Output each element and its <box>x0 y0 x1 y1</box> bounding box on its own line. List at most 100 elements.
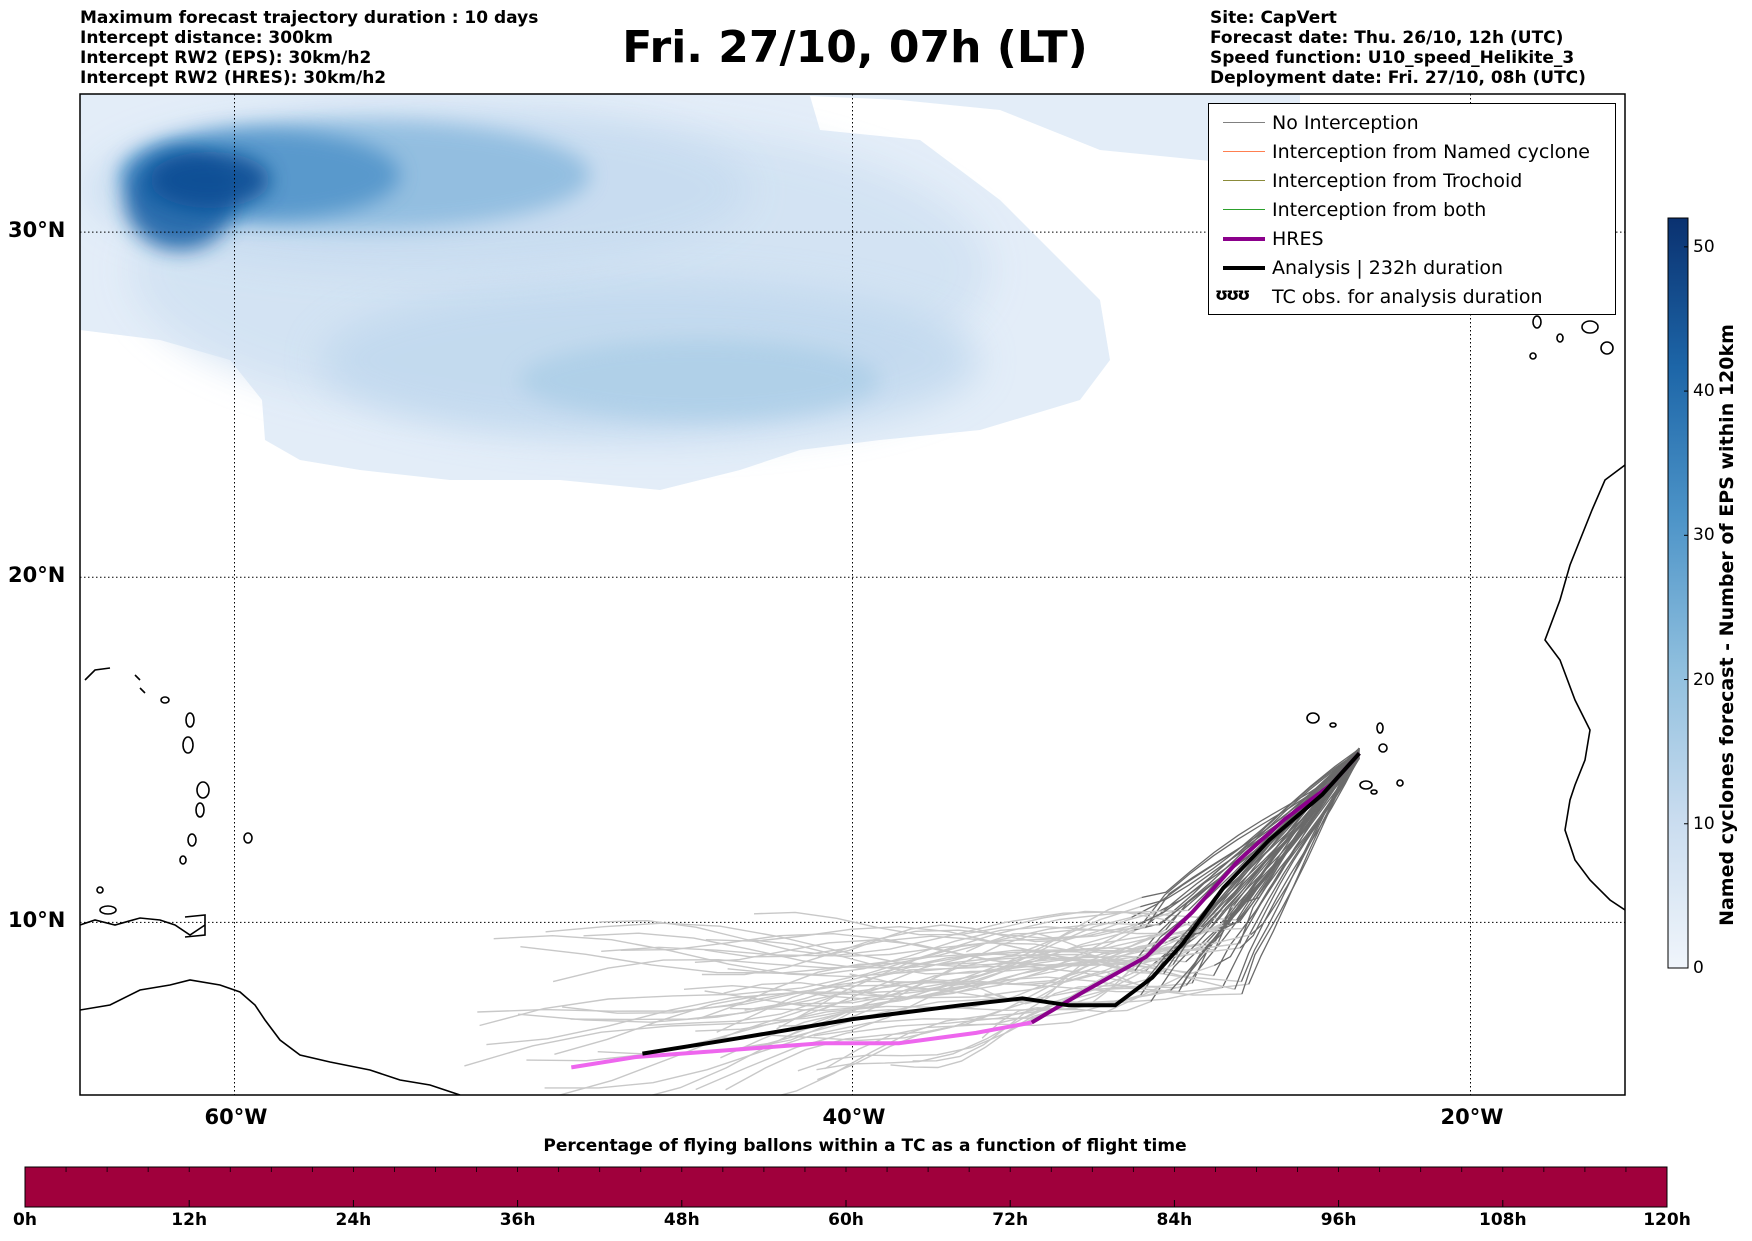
colorbar-tick-label: 10 <box>1693 813 1715 834</box>
flight-time-tick-label: 60h <box>828 1210 864 1230</box>
header-left-info: Maximum forecast trajectory duration : 1… <box>80 8 538 88</box>
ensemble-trajectory <box>695 919 1198 1032</box>
header-left-line: Intercept RW2 (HRES): 30km/h2 <box>80 68 387 88</box>
colorbar-tick-label: 30 <box>1693 525 1715 546</box>
flight-time-tick-label: 108h <box>1479 1210 1527 1230</box>
flight-time-tick-label: 96h <box>1320 1210 1357 1230</box>
lat-tick-label: 20°N <box>8 563 66 588</box>
hres-track-late <box>570 1020 1033 1070</box>
ensemble-trajectory <box>486 958 1160 1046</box>
ensemble-trajectory-early <box>1134 749 1360 972</box>
flight-time-tick-label: 72h <box>992 1210 1029 1230</box>
legend-swatch <box>1223 151 1265 152</box>
trajectories <box>464 747 1361 1095</box>
ensemble-trajectory <box>599 919 1132 966</box>
flight-time-bar-ticks <box>24 1167 1668 1207</box>
legend-swatch <box>1223 180 1265 181</box>
density-field <box>80 94 1300 490</box>
colorbar-ticks <box>1684 246 1688 969</box>
lon-tick-label: 60°W <box>204 1105 268 1129</box>
flight-time-tick-label: 0h <box>13 1210 37 1230</box>
lat-tick-label: 30°N <box>8 218 66 243</box>
ensemble-trajectory-early <box>1208 752 1360 930</box>
legend-label: HRES <box>1272 228 1324 250</box>
legend-item: ʊʊʊ TC obs. for analysis duration <box>1209 283 1615 312</box>
flight-time-tick-label: 12h <box>171 1210 208 1230</box>
header-right-line: Speed function: U10_speed_Helikite_3 <box>1210 48 1575 68</box>
legend-swatch <box>1223 266 1265 270</box>
ensemble-trajectory <box>570 940 1216 1021</box>
legend-item: No Interception <box>1209 109 1615 138</box>
colorbar-tick-label: 40 <box>1693 381 1715 402</box>
flight-time-tick-label: 48h <box>663 1210 700 1230</box>
ensemble-trajectory-early <box>1239 757 1360 949</box>
header-left-line: Intercept RW2 (EPS): 30km/h2 <box>80 48 372 68</box>
ensemble-trajectory-early <box>1178 749 1360 992</box>
ensemble-trajectory <box>620 932 1205 966</box>
ensemble-trajectory <box>552 922 1160 983</box>
ensemble-trajectory-early <box>1140 748 1360 908</box>
header-right-line: Deployment date: Fri. 27/10, 08h (UTC) <box>1210 68 1586 88</box>
legend-swatch <box>1223 209 1265 210</box>
legend-label: Interception from both <box>1272 199 1487 221</box>
legend-item: HRES <box>1209 225 1615 254</box>
ensemble-trajectory-early <box>1137 750 1360 925</box>
ensemble-trajectory <box>778 954 1171 1095</box>
lon-tick-label: 20°W <box>1440 1105 1504 1129</box>
ensemble-trajectory <box>557 900 1247 1095</box>
lon-tick-label: 40°W <box>822 1105 886 1129</box>
flight-time-tick-label: 84h <box>1156 1210 1193 1230</box>
legend-item: Interception from Named cyclone <box>1209 138 1615 167</box>
ensemble-trajectory <box>753 910 1210 936</box>
legend: No Interception Interception from Named … <box>1208 103 1616 315</box>
ensemble-trajectory <box>649 923 1139 1095</box>
ensemble-trajectory-early <box>1234 756 1360 990</box>
ensemble-trajectory <box>890 1000 1152 1069</box>
header-left-line: Intercept distance: 300km <box>80 28 333 48</box>
ensemble-trajectory-early <box>1241 747 1360 995</box>
ensemble-trajectory <box>727 924 1229 976</box>
legend-label: Interception from Named cyclone <box>1272 141 1590 163</box>
colorbar-label: Named cyclones forecast - Number of EPS … <box>1716 324 1738 926</box>
ensemble-trajectory <box>720 938 1181 1059</box>
header-right-info: Site: CapVert Forecast date: Thu. 26/10,… <box>1210 8 1586 88</box>
ensemble-trajectory-early <box>1250 748 1360 936</box>
colorbar <box>1667 217 1689 969</box>
header-right-line: Site: CapVert <box>1210 8 1337 28</box>
colorbar-tick-label: 50 <box>1693 236 1715 257</box>
ensemble-trajectory <box>716 916 1132 1033</box>
legend-swatch <box>1223 237 1265 241</box>
coastlines <box>80 315 1625 1095</box>
flight-time-tick-label: 24h <box>335 1210 372 1230</box>
flight-time-tick-label: 36h <box>499 1210 536 1230</box>
legend-item: Interception from both <box>1209 196 1615 225</box>
header-left-line: Maximum forecast trajectory duration : 1… <box>80 8 539 28</box>
lat-tick-label: 10°N <box>8 908 66 933</box>
ensemble-trajectory <box>479 909 1189 1027</box>
legend-label: Analysis | 232h duration <box>1272 257 1504 279</box>
legend-item: Analysis | 232h duration <box>1209 254 1615 283</box>
ensemble-trajectory <box>526 984 1187 1062</box>
map-frame <box>79 93 1626 1096</box>
colorbar-tick-label: 20 <box>1693 669 1715 690</box>
legend-label: Interception from Trochoid <box>1272 170 1523 192</box>
ensemble-trajectory <box>744 927 1146 1011</box>
ensemble-trajectory <box>554 929 1135 1055</box>
cyclone-symbol-icon: ʊʊʊ <box>1215 285 1250 305</box>
page-title: Fri. 27/10, 07h (LT) <box>622 22 1088 73</box>
ensemble-trajectory <box>464 930 1219 1067</box>
legend-label: No Interception <box>1272 112 1419 134</box>
flight-time-bar-label: Percentage of flying ballons within a TC… <box>543 1136 1187 1156</box>
ensemble-trajectory-early <box>1139 755 1360 927</box>
flight-time-tick-label: 120h <box>1643 1210 1691 1230</box>
ensemble-trajectory-early <box>1213 757 1360 966</box>
colorbar-tick-label: 0 <box>1693 958 1704 978</box>
analysis-track <box>642 751 1361 1056</box>
ensemble-trajectory <box>493 934 1141 986</box>
ensemble-trajectory-early <box>1158 747 1360 926</box>
header-right-line: Forecast date: Thu. 26/10, 12h (UTC) <box>1210 28 1564 48</box>
ensemble-trajectory <box>695 934 1251 1091</box>
legend-item: Interception from Trochoid <box>1209 167 1615 196</box>
legend-swatch <box>1223 122 1265 123</box>
